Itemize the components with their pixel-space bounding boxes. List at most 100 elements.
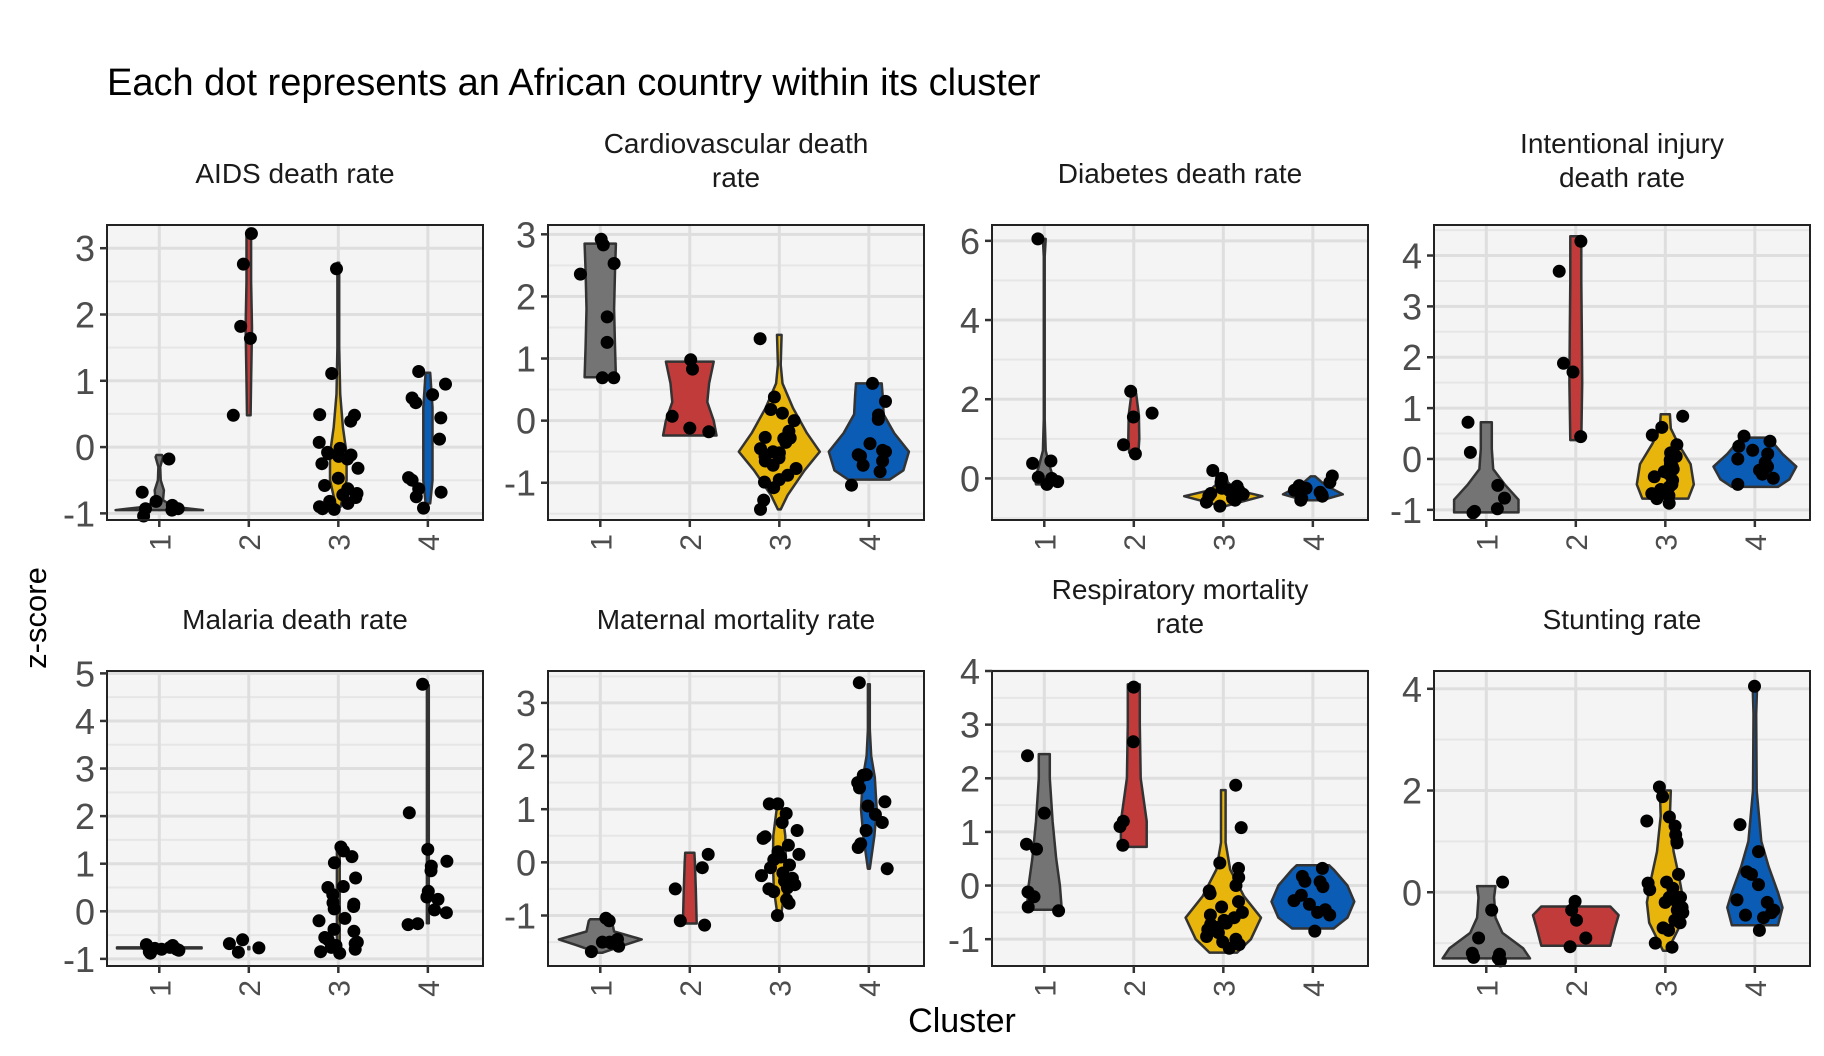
data-point [313,408,327,422]
data-point [1732,439,1746,453]
data-point [312,914,326,928]
panel-border [991,670,1369,967]
data-point [596,238,610,252]
data-point [1213,856,1227,870]
data-point [222,937,236,951]
y-tick-label: 0 [1402,439,1422,480]
data-point [866,376,879,390]
panel-title: rate [712,162,760,193]
data-point [234,319,248,333]
data-point [1031,232,1045,246]
x-tick-label: 2 [234,534,267,551]
data-point [347,924,361,938]
panel-3: 0 2 4 6 1 2 3 4 Diabetes death rate [960,158,1369,551]
y-tick-label: 2 [1402,337,1422,378]
data-point [607,371,621,385]
data-point [1030,842,1043,856]
data-point [1308,924,1322,938]
panel-5: -1 0 1 2 3 4 5 1 2 3 4 Malaria death rate [63,604,484,997]
data-point [327,922,341,936]
y-tick-label: -1 [1390,490,1422,531]
data-point [331,471,345,485]
data-point [782,896,796,910]
data-point [602,914,616,928]
y-tick-label: 3 [75,228,95,269]
data-point [1565,903,1579,917]
data-point [1461,415,1475,429]
data-point [1579,931,1593,945]
y-tick-label: 2 [75,294,95,335]
data-point [322,447,335,461]
data-point [673,914,687,928]
data-point [135,485,149,499]
y-tick-label: 0 [960,866,980,907]
data-point [863,437,877,451]
data-point [852,676,866,690]
data-point [1645,428,1659,442]
data-point [600,335,614,349]
data-point [1650,492,1664,506]
data-point [252,941,266,955]
data-point [879,394,892,408]
data-point [409,490,423,504]
data-point [1299,481,1313,495]
data-point [1658,895,1672,909]
data-point [149,494,163,508]
data-point [428,903,441,917]
data-point [1126,735,1140,749]
data-point [1020,837,1033,851]
data-point [753,332,767,346]
chart-title: Each dot represents an African country w… [107,62,1041,104]
data-point [1485,903,1499,917]
data-point [607,257,621,270]
data-point [1200,930,1214,943]
y-tick-label: 0 [75,427,95,468]
data-point [327,856,341,870]
panel-title: Diabetes death rate [1058,158,1302,189]
data-point [1463,445,1477,459]
panel-title: Maternal mortality rate [597,604,876,635]
y-tick-label: 0 [516,842,536,883]
x-tick-label: 4 [413,534,446,551]
panel-background [992,225,1368,520]
panel-title: Respiratory mortality [1052,574,1309,605]
data-point [316,502,329,516]
data-point [701,847,715,861]
data-point [440,854,454,868]
data-point [878,795,892,809]
data-point [1748,679,1761,693]
data-point [170,942,184,956]
y-tick-label: 1 [516,789,536,830]
x-tick-label: 4 [1740,534,1773,551]
violin-cluster-2 [247,945,251,951]
data-point [1298,874,1312,888]
panel-title: Intentional injury [1520,128,1724,159]
data-point [1670,895,1684,909]
data-point [1323,475,1337,489]
data-point [1664,446,1678,460]
data-point [314,945,328,959]
y-tick-label: 2 [516,736,536,777]
data-point [420,890,434,904]
data-point [1466,506,1480,520]
x-tick-label: 1 [144,534,177,551]
x-tick-label: 4 [413,980,446,997]
y-tick-label: 4 [1402,669,1422,710]
data-point [350,487,364,500]
x-tick-label: 3 [764,534,797,551]
data-point [1666,462,1680,476]
data-point [412,365,426,378]
panel-title: death rate [1559,162,1685,193]
data-point [1570,913,1583,927]
x-tick-label: 1 [1029,980,1062,997]
data-point [318,479,332,492]
x-tick-label: 3 [323,980,356,997]
y-tick-label: 2 [960,379,980,420]
data-point [853,781,866,795]
data-point [340,452,354,466]
data-point [1566,365,1580,379]
data-point [754,442,767,456]
violin-cluster-1 [1441,884,1532,960]
data-point [439,377,452,391]
